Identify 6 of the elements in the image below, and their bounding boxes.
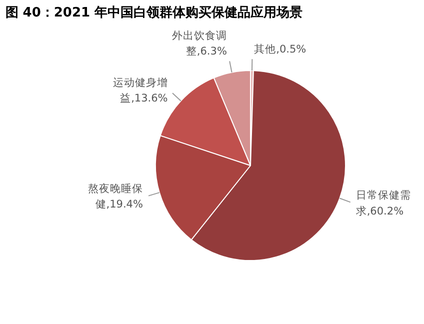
chart-title: 图 40：2021 年中国白领群体购买保健品应用场景 <box>5 4 303 20</box>
slice-label: 外出饮食调整,6.3% <box>172 28 227 58</box>
slice-label: 其他,0.5% <box>254 42 306 56</box>
slice-label: 日常保健需求,60.2% <box>356 188 411 218</box>
slice-label: 运动健身增益,13.6% <box>112 76 168 104</box>
slice-label: 熬夜晚睡保健,19.4% <box>88 182 143 211</box>
